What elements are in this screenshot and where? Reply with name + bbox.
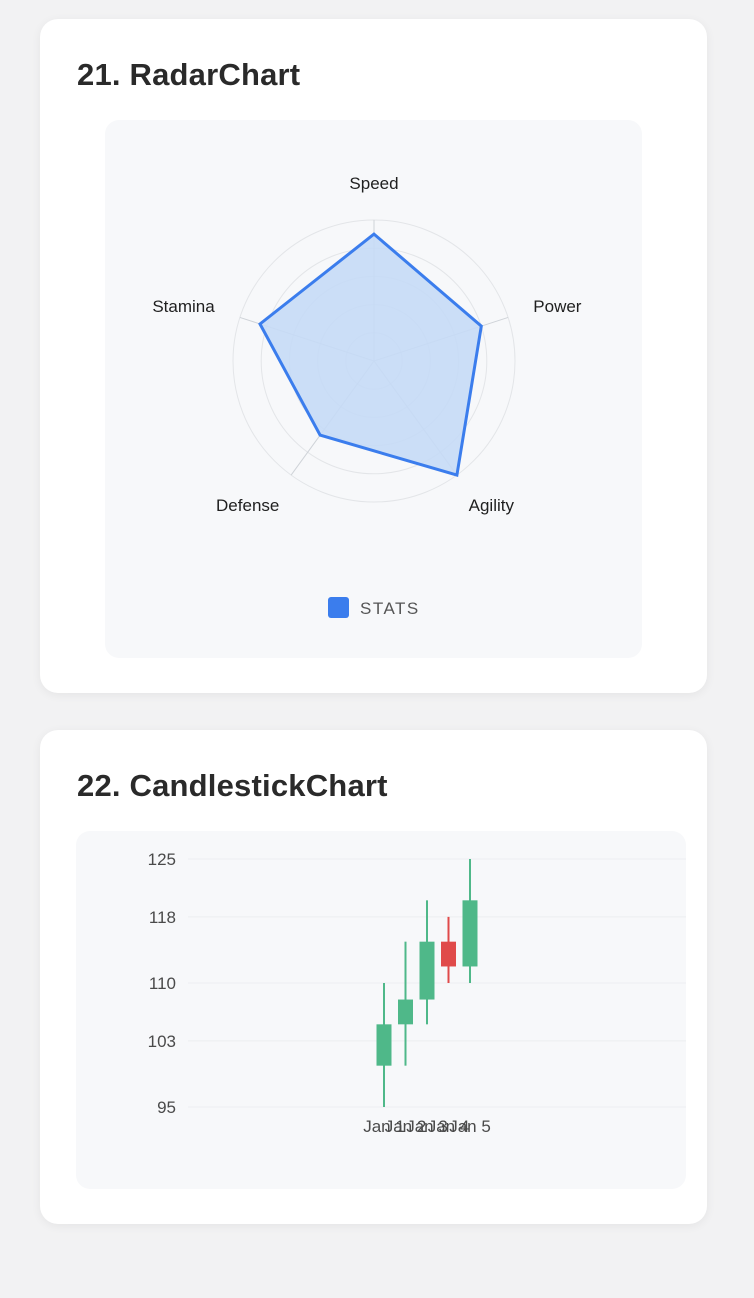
radar-axis-label: Power [533, 297, 582, 316]
radar-legend: STATS [328, 597, 420, 618]
radar-axis-label: Speed [349, 174, 398, 193]
candlestick-chart-title: 22. CandlestickChart [77, 768, 388, 803]
radar-chart-title: 21. RadarChart [77, 57, 301, 92]
x-tick-label: Jan 1 [363, 1117, 405, 1136]
radar-chart-panel: Speed Power Agility Defense Stamina STATS [105, 120, 642, 658]
x-tick-label: Jan 2 [385, 1117, 427, 1136]
candlestick-chart-panel: 95 103 110 118 125 Jan 1 Jan 2 Jan 3 Jan 4 Jan 5 [76, 831, 686, 1189]
y-tick-label: 125 [148, 850, 176, 869]
legend-swatch [328, 597, 349, 618]
radar-series-area [258, 232, 483, 478]
radar-chart-card: 21. RadarChart Speed Power Agility Defense S… [40, 19, 707, 693]
radar-axis-label: Stamina [152, 297, 215, 316]
radar-chart: Speed Power Agility Defense Stamina STATS [152, 174, 582, 618]
legend-label: STATS [360, 599, 420, 618]
candle-body [462, 900, 478, 967]
x-tick-label: Jan 4 [428, 1117, 470, 1136]
y-tick-label: 110 [149, 974, 176, 993]
candle-body [419, 941, 435, 1000]
x-tick-label: Jan 5 [449, 1117, 491, 1136]
radar-axis-label: Agility [469, 496, 515, 515]
candle-body [441, 941, 456, 967]
candlestick-chart-card: 22. CandlestickChart 95 103 110 118 125 Jan 1… [40, 730, 707, 1224]
radar-axis-label: Defense [216, 496, 279, 515]
y-tick-label: 95 [157, 1098, 176, 1117]
candle-body [376, 1024, 392, 1066]
y-tick-label: 118 [149, 908, 176, 927]
candle-body [398, 999, 413, 1025]
y-tick-label: 103 [148, 1032, 176, 1051]
x-tick-label: Jan 3 [406, 1117, 448, 1136]
